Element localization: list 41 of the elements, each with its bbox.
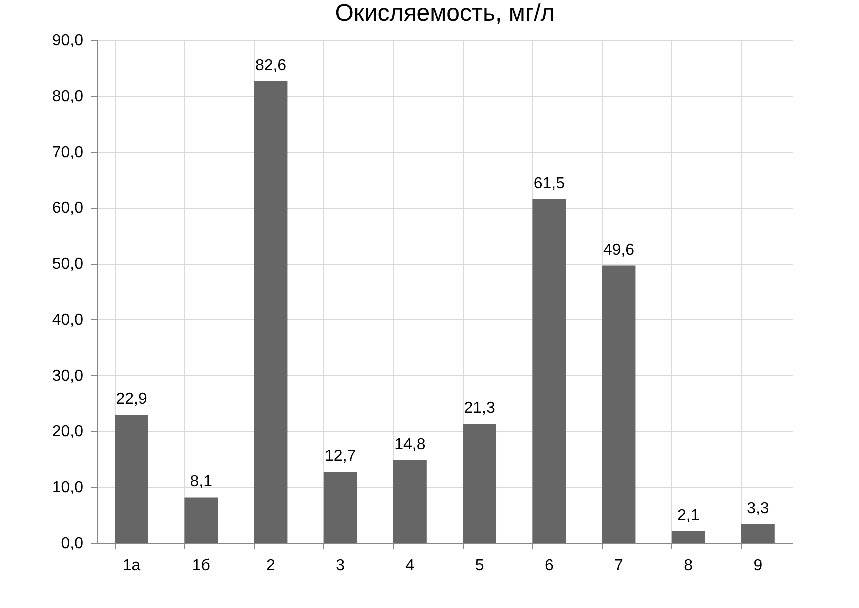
bar [115,415,149,543]
data-label: 8,1 [190,474,213,491]
x-tick-label: 6 [544,558,554,574]
bar [463,424,497,543]
chart-title: Окисляемость, мг/л [335,0,555,27]
x-tick-label: 4 [406,558,415,574]
y-tick-label: 50,0 [52,256,84,274]
x-tick-label: 3 [336,558,346,574]
y-tick-label: 10,0 [52,480,84,497]
y-tick-label: 70,0 [52,144,84,162]
data-label: 3,3 [747,500,770,518]
bar [741,524,775,543]
data-label: 14,8 [394,436,426,454]
y-tick-label: 40,0 [52,312,84,329]
bar [393,460,427,543]
data-label: 82,6 [255,57,287,74]
x-tick-label: 8 [684,558,694,574]
y-tick-label: 30,0 [52,368,84,385]
data-label: 49,6 [603,242,635,259]
y-tick-label: 80,0 [52,88,84,106]
x-tick-label: 1а [122,558,141,574]
bar [184,498,218,543]
x-tick-label: 5 [475,558,484,574]
y-tick-label: 0,0 [61,536,84,552]
data-label: 22,9 [116,391,148,408]
x-tick-label: 9 [754,558,763,574]
x-tick-label: 1б [192,558,210,574]
data-label: 61,5 [534,175,566,192]
data-label: 12,7 [325,448,356,466]
x-tick-label: 7 [614,558,624,574]
data-label: 21,3 [464,400,496,417]
bar [532,199,566,543]
bar [672,531,706,543]
bar [602,266,636,543]
y-tick-label: 60,0 [52,200,84,218]
y-tick-label: 20,0 [52,424,84,441]
y-tick-label: 90,0 [52,32,84,50]
x-tick-label: 2 [266,558,276,574]
data-label: 2,1 [677,507,700,524]
bar [324,472,358,543]
bar [254,81,288,543]
